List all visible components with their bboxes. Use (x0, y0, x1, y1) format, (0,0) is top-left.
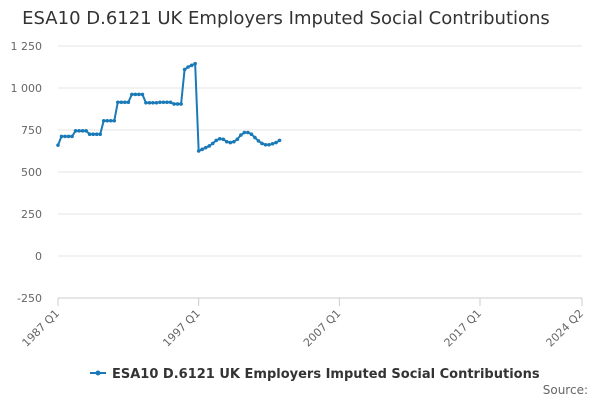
data-point[interactable] (151, 100, 155, 105)
data-point[interactable] (168, 100, 173, 105)
data-point[interactable] (137, 92, 141, 97)
x-tick-label: 1987 Q1 (20, 307, 63, 350)
data-point[interactable] (179, 102, 183, 106)
series-layer (56, 61, 282, 153)
data-point[interactable] (246, 130, 250, 135)
legend-marker (95, 370, 101, 376)
data-point[interactable] (87, 132, 92, 136)
y-tick-label: 1 250 (11, 40, 43, 53)
data-point[interactable] (154, 100, 159, 105)
data-point[interactable] (123, 100, 127, 105)
data-point[interactable] (196, 149, 201, 153)
data-point[interactable] (235, 137, 240, 142)
data-point[interactable] (214, 138, 219, 143)
data-point[interactable] (193, 61, 197, 66)
data-point[interactable] (228, 140, 233, 145)
data-point[interactable] (115, 100, 120, 105)
data-point[interactable] (63, 134, 67, 139)
x-tick-label: 2024 Q2 (544, 307, 587, 350)
data-point[interactable] (217, 136, 222, 141)
x-axis: 1987 Q1 1997 Q1 2007 Q1 2017 Q1 2024 Q2 (20, 297, 587, 350)
data-point[interactable] (77, 129, 81, 133)
data-point[interactable] (203, 145, 208, 150)
data-point[interactable] (260, 141, 264, 146)
data-point[interactable] (172, 102, 176, 106)
data-point[interactable] (165, 100, 169, 105)
legend-label: ESA10 D.6121 UK Employers Imputed Social… (112, 367, 540, 382)
data-point[interactable] (66, 134, 71, 139)
data-point[interactable] (112, 118, 117, 123)
data-point[interactable] (242, 130, 247, 135)
data-point[interactable] (249, 132, 254, 136)
data-point[interactable] (232, 139, 236, 144)
legend[interactable]: ESA10 D.6121 UK Employers Imputed Social… (90, 367, 540, 382)
data-point[interactable] (91, 132, 95, 136)
data-point[interactable] (80, 129, 85, 133)
data-point[interactable] (161, 100, 166, 105)
data-point[interactable] (221, 137, 226, 142)
data-point[interactable] (105, 118, 110, 123)
data-point[interactable] (207, 144, 212, 148)
y-tick-label: 750 (21, 124, 42, 137)
data-point[interactable] (70, 134, 74, 139)
data-point[interactable] (73, 129, 78, 133)
data-point[interactable] (147, 100, 152, 105)
chart-title: ESA10 D.6121 UK Employers Imputed Social… (22, 8, 550, 29)
data-point[interactable] (189, 63, 194, 68)
x-tick-label: 1997 Q1 (160, 307, 203, 350)
data-point[interactable] (186, 65, 190, 69)
y-tick-label: 0 (35, 250, 42, 263)
data-point[interactable] (200, 147, 204, 152)
y-tick-label: 1 000 (11, 82, 43, 95)
data-point[interactable] (119, 100, 124, 105)
x-tick-label: 2017 Q1 (442, 307, 485, 350)
data-point[interactable] (158, 100, 162, 105)
series-line (57, 62, 281, 152)
data-point[interactable] (144, 100, 148, 105)
y-tick-label: -250 (17, 292, 42, 305)
data-point[interactable] (256, 139, 261, 143)
data-point[interactable] (253, 135, 257, 140)
data-point[interactable] (108, 118, 113, 123)
data-point[interactable] (267, 142, 271, 147)
data-point[interactable] (270, 141, 275, 146)
data-point[interactable] (126, 100, 131, 105)
data-point[interactable] (225, 139, 229, 144)
data-point[interactable] (274, 140, 278, 145)
data-point[interactable] (182, 67, 187, 72)
data-point[interactable] (277, 138, 282, 143)
data-point[interactable] (84, 129, 88, 133)
data-point[interactable] (98, 132, 102, 136)
data-point[interactable] (130, 92, 134, 97)
data-point[interactable] (175, 102, 180, 106)
x-tick-label: 2007 Q1 (301, 307, 344, 350)
data-point[interactable] (210, 141, 215, 146)
source-label: Source: (543, 383, 588, 397)
data-point[interactable] (59, 134, 64, 139)
gridlines (58, 45, 582, 299)
y-tick-label: 500 (21, 166, 42, 179)
data-point[interactable] (56, 143, 60, 147)
data-point[interactable] (94, 132, 99, 136)
data-point[interactable] (239, 133, 243, 137)
data-point[interactable] (133, 92, 138, 97)
data-point[interactable] (140, 92, 145, 97)
y-axis-ticks: -250 0 250 500 750 1 000 1 250 (11, 40, 43, 305)
data-point[interactable] (263, 142, 268, 147)
y-tick-label: 250 (21, 208, 42, 221)
data-point[interactable] (101, 118, 106, 123)
